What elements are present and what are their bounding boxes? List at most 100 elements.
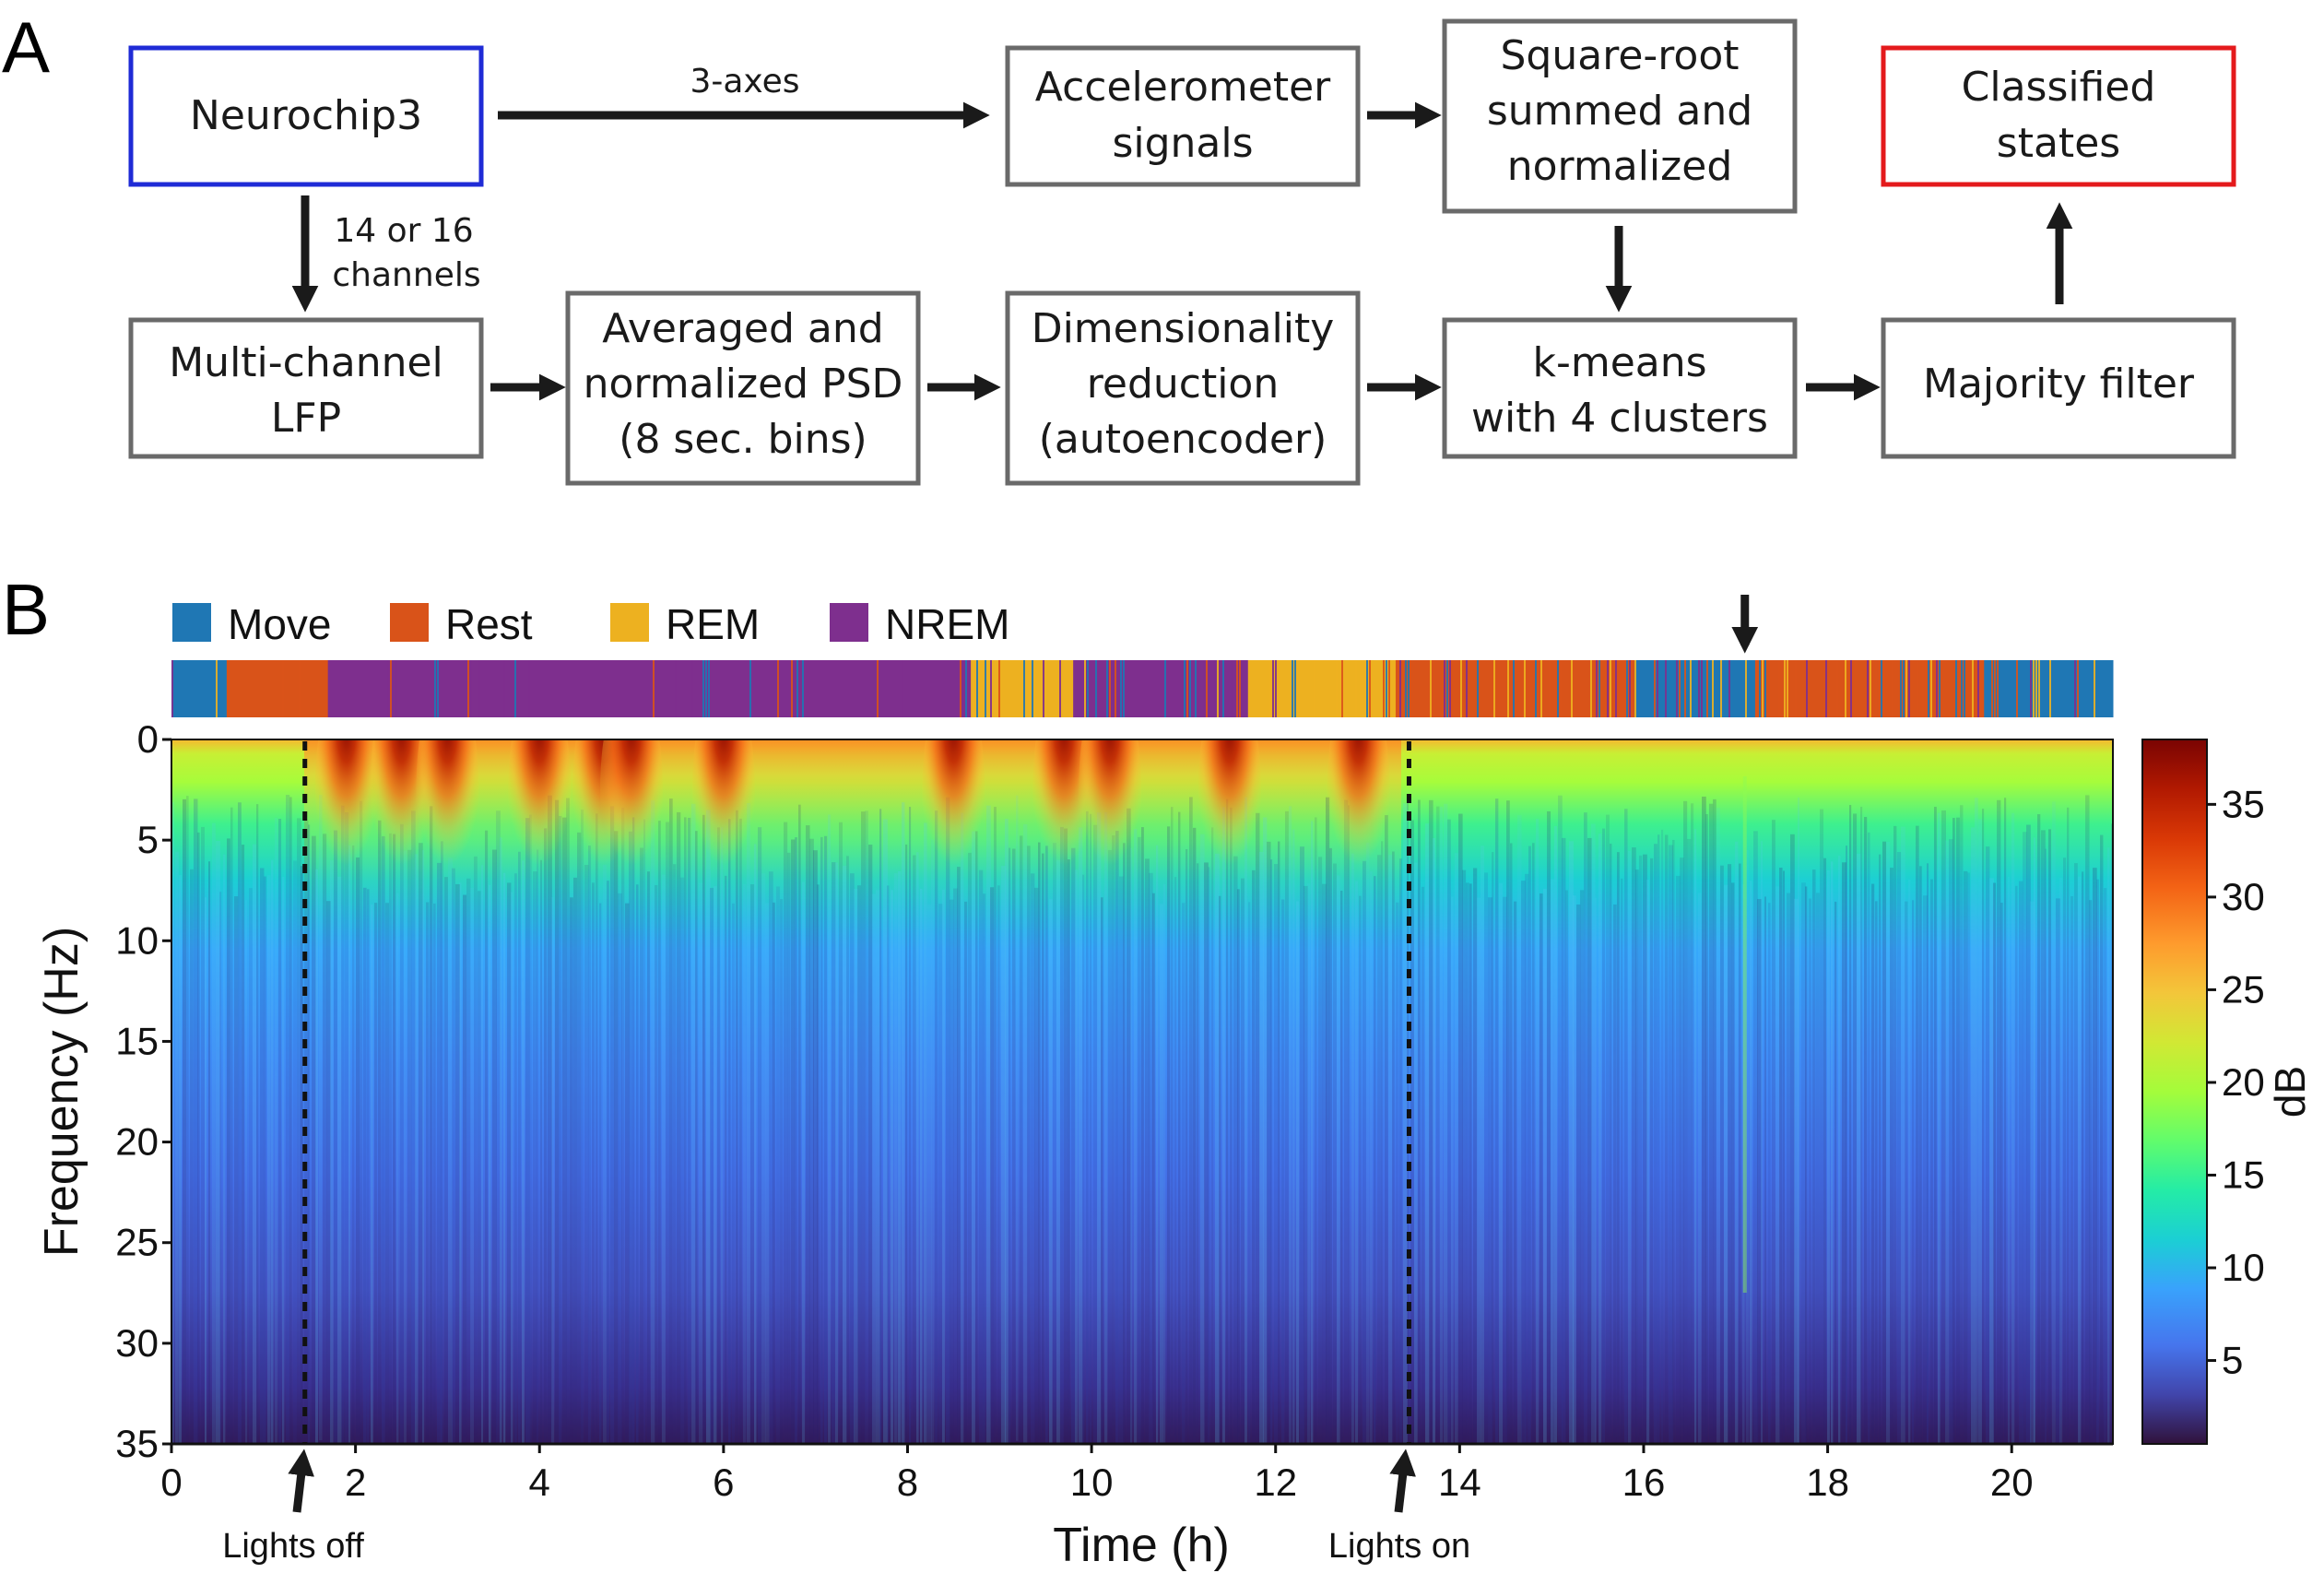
node-neurochip3-label: Neurochip3 <box>190 92 422 139</box>
spectrogram-streak <box>1023 824 1028 1444</box>
state-stripe <box>990 660 992 717</box>
spectrogram-streak <box>1104 811 1108 1444</box>
x-tick-label: 12 <box>1254 1461 1297 1504</box>
state-stripe <box>1646 660 1647 717</box>
spectrogram-streak <box>721 826 724 1444</box>
state-stripe <box>1222 660 1224 717</box>
state-stripe <box>2030 660 2032 717</box>
spectrogram-streak <box>1879 854 1882 1444</box>
spectrogram-streak <box>994 807 997 1444</box>
spectrogram-streak <box>282 876 285 1444</box>
state-stripe <box>1665 660 1667 717</box>
state-stripe <box>1787 660 1788 717</box>
spectrogram-streak <box>1407 802 1410 1444</box>
spectrogram-streak <box>1912 900 1915 1444</box>
spectrogram-streak <box>256 804 259 1444</box>
state-hypnogram-bar <box>171 660 2114 717</box>
spectrogram-streak <box>758 827 762 1444</box>
spectrogram-burst <box>508 739 572 901</box>
spectrogram-streak <box>1827 870 1830 1444</box>
spectrogram-streak <box>1388 855 1393 1444</box>
spectrogram-streak <box>1565 890 1568 1444</box>
spectrogram-streak <box>1975 798 1978 1444</box>
spectrogram-streak <box>879 809 882 1444</box>
spectrogram-streak <box>1197 863 1199 1444</box>
spectrogram-streak <box>1801 882 1806 1444</box>
spectrogram-streak <box>1012 848 1016 1444</box>
spectrogram-streak <box>430 806 433 1444</box>
state-stripe <box>1206 660 1208 717</box>
spectrogram-streak <box>2107 847 2110 1444</box>
node-square-root-line1: Square-root <box>1501 32 1740 79</box>
state-stripe <box>1928 660 1929 717</box>
spectrogram-streak <box>1823 857 1827 1444</box>
spectrogram-streak <box>1440 806 1444 1444</box>
colorbar-tick-label: 35 <box>2222 782 2265 825</box>
state-stripe <box>2074 660 2076 717</box>
spectrogram-streak <box>1687 838 1692 1444</box>
spectrogram-streak <box>511 892 513 1444</box>
state-stripe <box>1759 660 1761 717</box>
spectrogram-streak <box>784 822 788 1444</box>
spectrogram-streak <box>1551 879 1554 1444</box>
spectrogram-streak <box>444 877 448 1444</box>
state-segment <box>171 660 228 717</box>
spectrogram-streak <box>1927 863 1929 1444</box>
spectrogram-streak <box>1650 857 1654 1444</box>
spectrogram-streak <box>522 860 525 1444</box>
spectrogram-streak <box>2089 900 2093 1444</box>
state-stripe <box>1883 660 1885 717</box>
state-stripe <box>1958 660 1960 717</box>
spectrogram-streak <box>1071 847 1076 1444</box>
spectrogram-streak <box>183 798 187 1444</box>
spectrogram-streak <box>787 852 791 1444</box>
spectrogram-streak <box>1864 817 1868 1444</box>
state-stripe <box>702 660 704 717</box>
spectrogram-streak <box>1724 884 1728 1444</box>
state-stripe <box>1723 660 1725 717</box>
spectrogram-streak <box>1222 807 1225 1444</box>
spectrogram-streak <box>1761 841 1764 1444</box>
spectrogram-streak <box>1934 807 1937 1444</box>
state-segment <box>1634 660 1755 717</box>
spectrogram-streak <box>2004 798 2007 1444</box>
spectrogram-streak <box>1510 843 1513 1444</box>
spectrogram-streak <box>1683 800 1688 1444</box>
x-tick-label: 16 <box>1622 1461 1666 1504</box>
spectrogram-streak <box>1370 871 1373 1444</box>
state-stripe <box>514 660 516 717</box>
spectrogram-streak <box>887 885 890 1444</box>
spectrogram-streak <box>1978 819 1982 1444</box>
node-dimred-line2: reduction <box>1087 361 1279 408</box>
node-psd-line1: Averaged and <box>602 305 883 352</box>
state-stripe <box>902 660 903 717</box>
state-stripe <box>1881 660 1882 717</box>
spectrogram-streak <box>485 830 489 1444</box>
colorbar-ticks: 5 10 15 20 25 30 35 <box>2207 782 2265 1382</box>
spectrogram-streaks <box>171 776 2113 1444</box>
spectrogram-streak <box>1233 856 1238 1444</box>
spectrogram-streak <box>651 800 655 1444</box>
spectrogram-streak <box>946 797 950 1443</box>
state-stripe <box>1446 660 1448 717</box>
spectrogram-streak <box>1001 866 1006 1444</box>
spectrogram-burst <box>691 739 755 901</box>
spectrogram-streak <box>1639 855 1643 1444</box>
spectrogram-streak <box>1993 882 1996 1444</box>
spectrogram-streak <box>1613 904 1617 1444</box>
spectrogram-streak <box>1127 808 1131 1444</box>
state-stripe <box>1720 660 1722 717</box>
spectrogram-streak <box>205 897 207 1444</box>
spectrogram-streak <box>1366 842 1370 1444</box>
spectrogram-streak <box>253 844 257 1444</box>
spectrogram-streak <box>525 818 530 1444</box>
spectrogram-streak <box>677 811 681 1444</box>
state-stripe <box>1634 660 1636 717</box>
spectrogram-streak <box>348 845 351 1444</box>
node-dimred-line3: (autoencoder) <box>1039 416 1327 463</box>
spectrogram-streak <box>765 903 770 1444</box>
spectrogram-streak <box>1617 852 1620 1444</box>
spectrogram-streak <box>743 883 747 1444</box>
spectrogram-streak <box>588 846 591 1444</box>
state-stripe <box>1997 660 1999 717</box>
